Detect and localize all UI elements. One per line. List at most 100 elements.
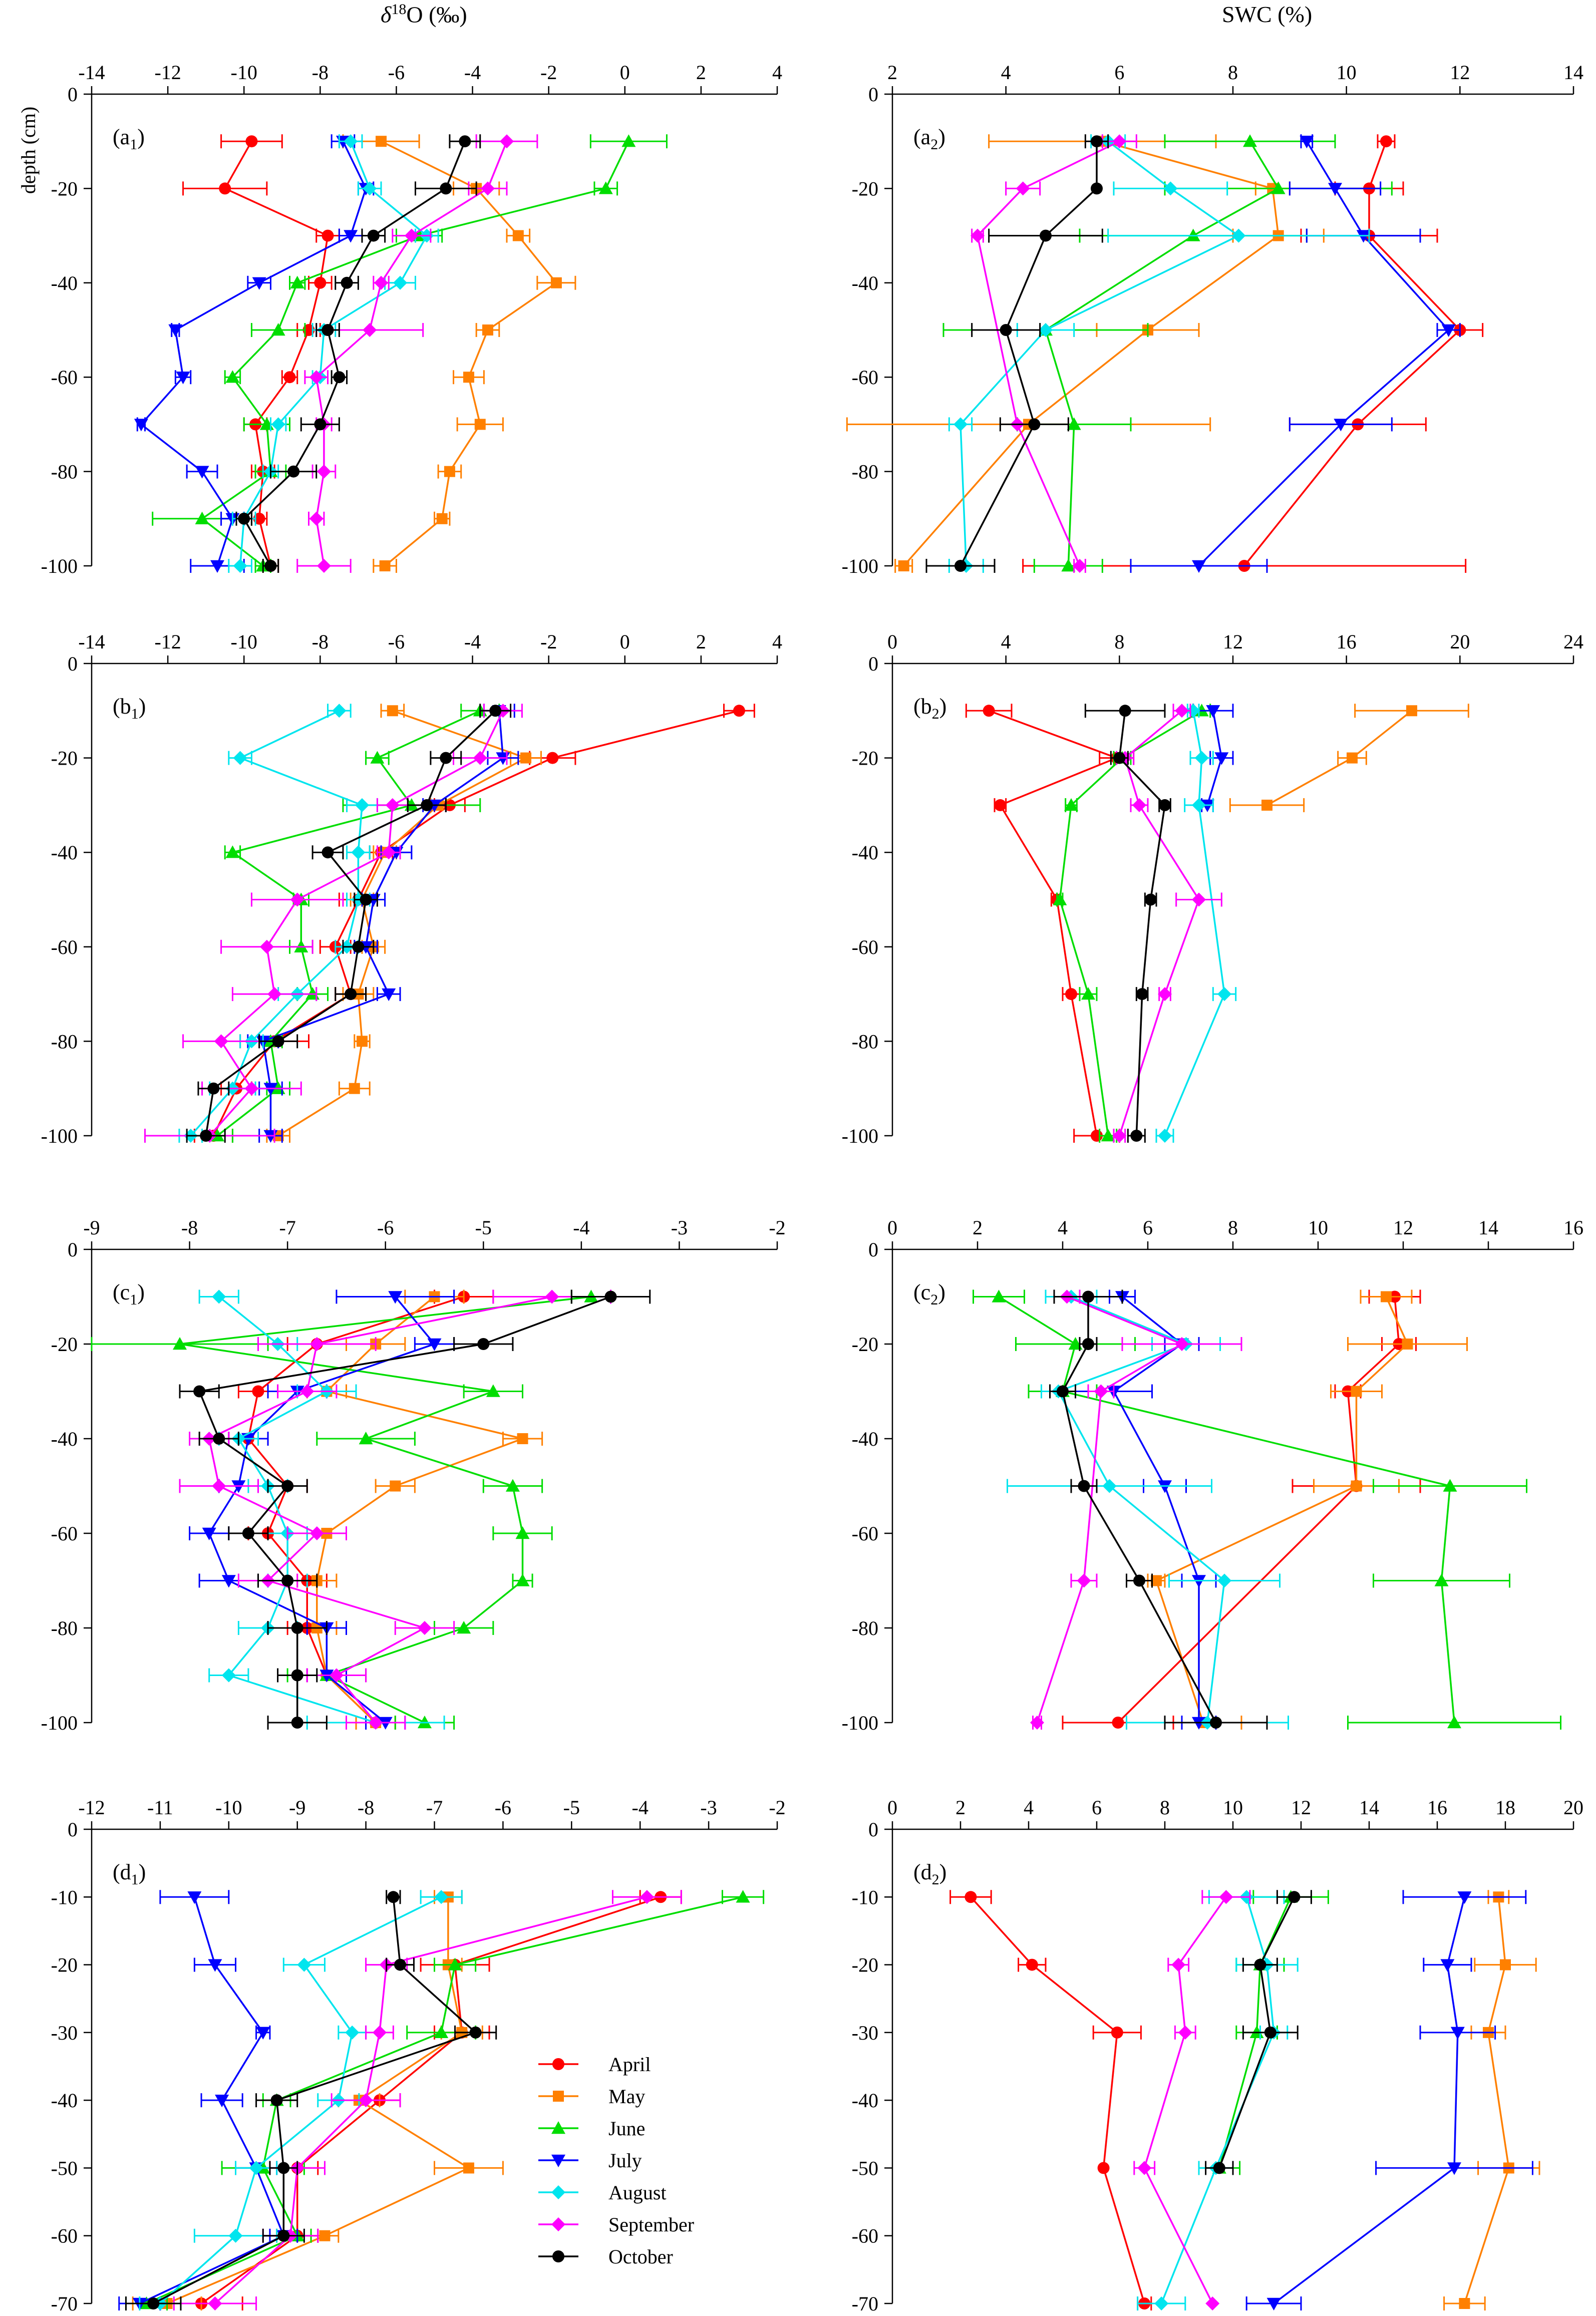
data-point	[316, 464, 331, 479]
y-tick-label: -20	[51, 1333, 78, 1356]
left-column-header: δ18O (‰)	[381, 1, 467, 28]
series-april	[949, 1890, 1152, 2310]
x-tick-label: -7	[426, 1796, 443, 1819]
data-point	[252, 277, 266, 290]
y-tick-label: -100	[41, 1125, 78, 1147]
y-tick-label: -60	[852, 1522, 878, 1545]
series-april	[193, 704, 755, 1143]
series-line	[208, 1296, 436, 1724]
panel-label: (b2)	[913, 694, 946, 722]
series-september	[173, 1890, 682, 2310]
y-tick-label: 0	[868, 1818, 878, 1841]
x-tick-label: 8	[1228, 61, 1238, 84]
data-point	[228, 2228, 243, 2243]
series-line	[1057, 1295, 1225, 1723]
panel-a2: 2 4 6 8 10 12 14 0 -20 -40 -60 -80 -100 (a2)	[842, 61, 1583, 577]
data-point	[1214, 752, 1229, 765]
x-tick-label: -9	[289, 1796, 305, 1819]
series-june	[973, 1289, 1561, 1730]
data-point	[1213, 2162, 1225, 2174]
data-point	[212, 1479, 226, 1493]
data-point	[359, 1432, 373, 1445]
series-line	[1155, 1296, 1409, 1723]
legend-item-april: April	[538, 2053, 651, 2076]
data-point	[515, 1526, 530, 1539]
data-point	[309, 511, 324, 526]
data-point	[314, 276, 327, 289]
data-point	[173, 1337, 187, 1350]
data-point	[1081, 987, 1095, 1000]
data-point	[434, 1890, 449, 1904]
data-point	[733, 705, 745, 717]
x-tick-label: -8	[312, 61, 329, 84]
data-point	[1447, 1716, 1461, 1729]
data-point	[1347, 752, 1358, 764]
y-tick-label: -100	[41, 555, 78, 577]
series-line	[1112, 1296, 1200, 1723]
data-point	[277, 2162, 290, 2174]
data-point	[604, 1290, 617, 1303]
data-point	[253, 512, 265, 525]
data-point	[242, 1527, 254, 1539]
data-point	[376, 136, 387, 147]
series-july	[1075, 1289, 1217, 1730]
data-point	[1450, 2027, 1465, 2040]
x-tick-label: 14	[1359, 1796, 1379, 1819]
data-point	[297, 1957, 311, 1972]
data-point	[322, 324, 334, 336]
data-point	[1217, 1573, 1231, 1588]
data-point	[1163, 181, 1178, 196]
data-point	[477, 1338, 490, 1350]
y-tick-label: -40	[852, 841, 878, 864]
data-point	[434, 2025, 449, 2039]
data-point	[245, 135, 258, 148]
data-point	[1154, 2296, 1169, 2310]
data-point	[444, 466, 455, 477]
panel-d2: 0 2 4 6 8 10 12 14 16 18 20 0 -10 -20 -30 -40 -50 -60 -70 (…	[852, 1796, 1583, 2315]
series-september	[179, 1289, 612, 1730]
series-august	[1155, 704, 1237, 1143]
x-tick-label: 10	[1308, 1216, 1328, 1239]
x-tick-label: 0	[620, 61, 630, 84]
x-tick-label: 4	[1001, 61, 1011, 84]
y-tick-label: -80	[51, 1030, 78, 1053]
data-point	[344, 230, 358, 243]
data-point	[1443, 1479, 1457, 1492]
data-point	[480, 181, 495, 196]
series-september	[1133, 1890, 1251, 2310]
data-point	[427, 1338, 442, 1351]
series-may	[1229, 704, 1469, 812]
data-point	[1000, 324, 1012, 336]
x-tick-label: -2	[540, 630, 557, 653]
series-line	[315, 141, 508, 566]
y-tick-label: -40	[51, 841, 78, 864]
data-point	[256, 2027, 270, 2040]
x-tick-label: 4	[1058, 1216, 1068, 1239]
legend-marker	[551, 2121, 565, 2134]
data-point	[489, 705, 502, 717]
x-tick-label: -12	[154, 61, 181, 84]
legend-marker	[551, 2154, 565, 2167]
data-point	[1028, 418, 1041, 431]
panel-label: (d2)	[913, 1860, 946, 1888]
data-point	[1441, 324, 1456, 337]
data-point	[168, 324, 183, 337]
y-tick-label: -20	[852, 1954, 878, 1976]
y-tick-label: -20	[51, 177, 78, 200]
y-tick-label: -60	[51, 936, 78, 958]
data-point	[1271, 181, 1286, 194]
data-point	[512, 230, 524, 241]
y-tick-label: -80	[852, 1617, 878, 1639]
data-point	[463, 2162, 474, 2174]
y-tick-label: -60	[51, 1522, 78, 1545]
x-tick-label: 16	[1427, 1796, 1447, 1819]
data-point	[417, 1621, 432, 1635]
data-point	[520, 752, 532, 764]
series-july	[1245, 1890, 1533, 2310]
data-point	[1112, 134, 1127, 149]
data-point	[1159, 799, 1171, 811]
data-point	[213, 1433, 225, 1445]
data-point	[473, 751, 487, 765]
x-tick-label: -4	[464, 630, 481, 653]
series-line	[239, 141, 428, 566]
